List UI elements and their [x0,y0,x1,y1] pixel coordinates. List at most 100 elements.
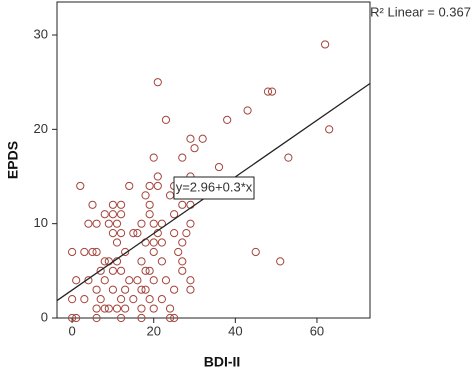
point [178,238,187,247]
point [153,181,162,191]
point [198,134,207,143]
point [141,191,150,200]
point [149,219,158,228]
fit-label: y=2.96+0.3*x [176,179,253,194]
point [186,285,195,294]
point [121,247,130,257]
point [96,266,105,275]
point [121,285,130,294]
point [108,210,118,219]
point [178,257,187,266]
fit-label-box [173,176,255,200]
point [149,238,158,247]
point [149,153,158,162]
point [190,144,199,153]
y-tick-label: 10 [34,215,48,230]
point [129,295,138,304]
x-tick-label: 0 [68,323,75,338]
point [137,257,146,266]
x-tick-label: 20 [146,323,160,338]
point [223,115,232,125]
point [137,304,146,313]
point [92,247,101,257]
point [67,313,77,323]
point [137,219,146,228]
y-tick-label: 30 [34,26,48,41]
point [145,200,154,209]
y-tick-label: 20 [34,121,48,136]
point [84,219,93,228]
point [284,153,293,162]
point [116,313,126,323]
point [67,247,77,257]
point [108,285,118,294]
point [112,304,122,313]
point [125,181,134,191]
point [125,276,134,285]
point [267,87,277,96]
point [129,229,138,238]
point [165,191,175,200]
point [170,313,179,323]
r2-label: R² Linear = 0.367 [370,4,471,19]
point [116,295,126,304]
point [178,200,187,209]
point [165,304,175,313]
y-axis-title: EPDS [5,141,21,179]
point [116,266,126,275]
point [153,172,162,181]
point [157,238,166,247]
point [170,210,179,219]
point [112,219,122,228]
point [251,247,260,257]
point [149,276,158,285]
point [178,153,187,162]
point [121,304,130,313]
point [186,219,195,228]
point [116,200,126,209]
point [276,257,285,266]
point [80,247,89,257]
point [96,295,105,304]
y-tick-label: 0 [41,309,48,324]
point [161,276,171,285]
point [157,257,166,266]
point [92,219,101,228]
point [100,276,109,285]
point [67,295,77,304]
point [145,181,154,191]
point [76,181,85,191]
point [182,229,191,238]
point [100,257,109,266]
x-tick-label: 60 [310,323,324,338]
point [72,276,81,285]
point [108,266,118,275]
point [170,229,179,238]
point [72,313,81,323]
point [170,285,179,294]
point [174,247,183,257]
point [137,313,146,323]
point [186,276,195,285]
point [149,304,158,313]
point [116,210,126,219]
point [104,219,113,228]
point [108,229,118,238]
point [100,210,109,219]
point [92,304,101,313]
point [161,115,171,125]
point [133,229,142,238]
point [214,162,224,172]
point [80,295,89,304]
point [92,313,101,323]
point [157,295,166,304]
x-tick-label: 40 [228,323,242,338]
point [263,87,273,96]
x-axis-title: BDI-II [204,354,241,370]
plot-frame [56,1,371,319]
point [243,106,252,115]
point [112,238,122,247]
point [133,276,142,285]
point [165,313,175,323]
